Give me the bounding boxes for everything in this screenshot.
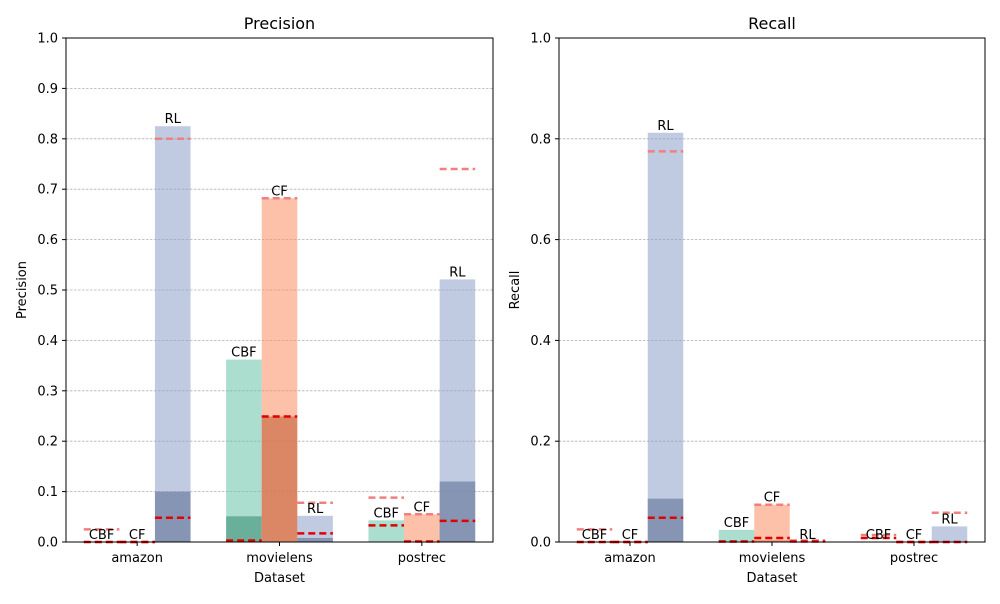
y-tick-label: 0.7 bbox=[37, 183, 58, 198]
bar-label: CBF bbox=[724, 516, 749, 531]
bar-label: CBF bbox=[582, 528, 607, 543]
bar-label: CBF bbox=[89, 528, 114, 543]
bar bbox=[647, 132, 684, 542]
x-axis-label: Dataset bbox=[747, 571, 798, 586]
bar bbox=[297, 515, 333, 542]
x-tick-label: movielens bbox=[246, 551, 313, 566]
bar-label: CF bbox=[622, 528, 639, 543]
y-tick-label: 0.5 bbox=[37, 284, 58, 299]
y-tick-label: 0.2 bbox=[37, 435, 58, 450]
chart-panel-0: 0.0 0.1 0.2 0.3 0.4 0.5 0.6 0.7 0.8 0.9 1.0 CBF CBF C… bbox=[15, 14, 494, 586]
y-tick-label: 1.0 bbox=[37, 32, 58, 47]
bar-label: RL bbox=[799, 528, 816, 543]
bar-inner bbox=[261, 416, 298, 542]
x-tick-label: amazon bbox=[111, 551, 163, 566]
y-tick-label: 1.0 bbox=[530, 32, 551, 47]
y-axis-label: Recall bbox=[508, 271, 523, 310]
x-axis-label: Dataset bbox=[254, 571, 305, 586]
bar-label: CF bbox=[414, 500, 431, 515]
bar-label: CBF bbox=[231, 346, 256, 361]
bar bbox=[226, 359, 262, 542]
x-tick-label: postrec bbox=[398, 551, 446, 566]
y-tick-label: 0.1 bbox=[37, 485, 58, 500]
y-tick-label: 0.0 bbox=[37, 536, 58, 551]
bar-inner bbox=[297, 537, 333, 542]
bar-inner bbox=[439, 481, 476, 542]
chart-panel-1: 0.0 0.2 0.4 0.6 0.8 1.0 CBF CBF CBF CF CF CF RL RL RL a… bbox=[508, 14, 986, 586]
bar-label: RL bbox=[449, 265, 466, 280]
bar-label: CBF bbox=[374, 506, 399, 521]
bar bbox=[718, 529, 755, 542]
bar bbox=[154, 126, 191, 542]
bar bbox=[931, 526, 968, 542]
bar-label: RL bbox=[941, 512, 958, 527]
chart-title: Recall bbox=[748, 14, 796, 33]
bar-label: CF bbox=[129, 528, 146, 543]
bar-label: CF bbox=[764, 491, 781, 506]
bar-inner bbox=[754, 540, 790, 542]
y-tick-label: 0.3 bbox=[37, 384, 58, 399]
plot-frame bbox=[558, 37, 986, 543]
y-tick-label: 0.8 bbox=[530, 132, 551, 147]
bar-label: CBF bbox=[866, 528, 891, 543]
y-tick-label: 0.4 bbox=[530, 334, 551, 349]
bar bbox=[404, 514, 440, 542]
x-tick-label: postrec bbox=[890, 551, 938, 566]
y-tick-label: 0.6 bbox=[530, 233, 551, 248]
bar-inner bbox=[226, 516, 262, 542]
y-tick-label: 0.8 bbox=[37, 132, 58, 147]
y-tick-label: 0.6 bbox=[37, 233, 58, 248]
bar-label: CF bbox=[271, 184, 288, 199]
y-tick-label: 0.0 bbox=[530, 536, 551, 551]
bar-label: RL bbox=[307, 502, 324, 517]
y-tick-label: 0.2 bbox=[530, 435, 551, 450]
x-tick-label: amazon bbox=[604, 551, 656, 566]
bar-label: CF bbox=[906, 528, 923, 543]
bar-inner bbox=[647, 498, 684, 542]
bar bbox=[368, 520, 405, 542]
y-tick-label: 0.9 bbox=[37, 82, 58, 97]
y-axis-label: Precision bbox=[15, 261, 30, 319]
chart-title: Precision bbox=[244, 14, 315, 33]
x-tick-label: movielens bbox=[739, 551, 806, 566]
bar-label: RL bbox=[657, 119, 674, 134]
bar-label: RL bbox=[165, 112, 182, 127]
y-tick-label: 0.4 bbox=[37, 334, 58, 349]
bar bbox=[754, 504, 790, 542]
